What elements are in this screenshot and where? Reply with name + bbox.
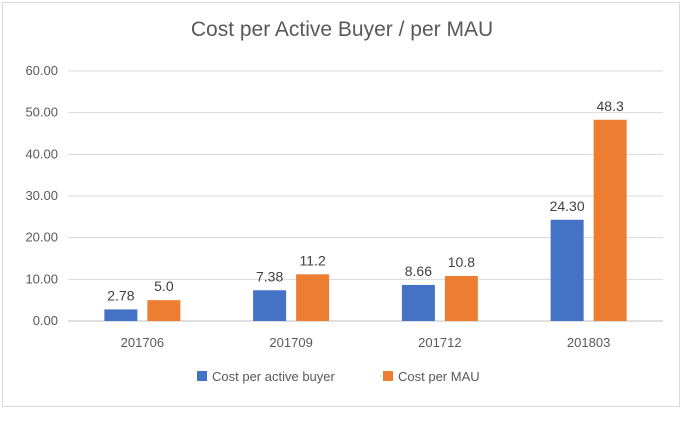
bar-active-buyer-201803 [550,219,584,321]
legend-swatch-mau [383,371,393,381]
y-tick-label-1: 10.00 [25,271,58,286]
data-label-mau-201706: 5.0 [154,278,174,294]
data-label-active-buyer-201709: 7.38 [256,268,283,284]
bar-active-buyer-201706 [104,309,138,321]
data-label-active-buyer-201706: 2.78 [107,287,134,303]
data-label-mau-201709: 11.2 [300,252,326,268]
y-tick-label-4: 40.00 [25,146,58,161]
y-tick-label-2: 20.00 [25,230,58,245]
bar-mau-201803 [593,119,627,321]
data-label-active-buyer-201712: 8.66 [405,263,432,279]
x-tick-label-201712: 201712 [418,335,461,350]
x-tick-label-201803: 201803 [567,335,610,350]
y-tick-label-5: 50.00 [25,105,58,120]
x-tick-label-201706: 201706 [121,335,164,350]
legend-swatch-active-buyer [197,371,207,381]
chart-title: Cost per Active Buyer / per MAU [190,18,494,41]
data-label-active-buyer-201803: 24.30 [550,198,585,214]
x-tick-label-201709: 201709 [269,335,312,350]
data-label-mau-201712: 10.8 [448,254,475,270]
bar-active-buyer-201709 [253,290,287,321]
y-tick-label-3: 30.00 [25,188,58,203]
bar-active-buyer-201712 [401,284,435,321]
bar-mau-201712 [444,276,478,321]
legend-label-mau: Cost per MAU [398,369,480,384]
y-tick-label-0: 0.00 [33,313,58,328]
data-label-mau-201803: 48.3 [597,98,624,114]
bar-mau-201706 [147,300,181,321]
y-tick-label-6: 60.00 [25,63,58,78]
chart-frame [2,2,680,407]
bar-mau-201709 [296,274,330,321]
legend-label-active-buyer: Cost per active buyer [212,369,336,384]
